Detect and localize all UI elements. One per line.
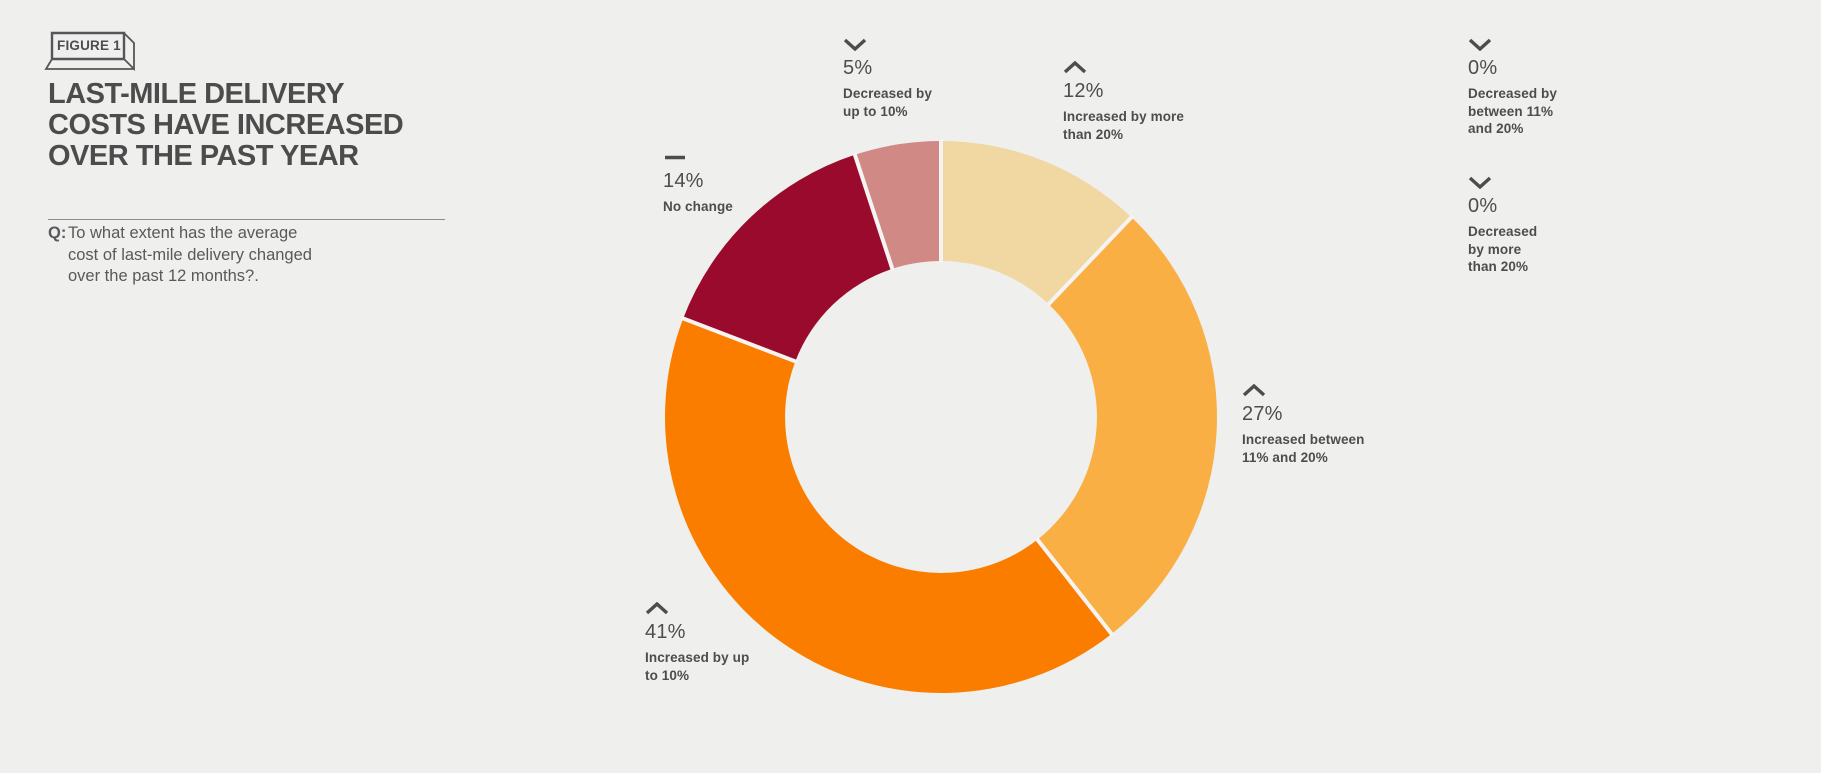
- chevron-up-icon: [1242, 384, 1266, 397]
- callout-decreased-between-11-and-20pct: 0% Decreased by between 11% and 20%: [1468, 38, 1557, 138]
- chevron-down-icon: [1468, 176, 1492, 189]
- donut-chart: [665, 139, 1217, 694]
- callout-desc: Increased by up to 10%: [645, 650, 750, 683]
- callout-value: 0%: [1468, 57, 1498, 79]
- donut-segment-4: [854, 141, 941, 269]
- donut-segment-gap: [1034, 536, 1115, 637]
- chevron-up-icon: [1063, 61, 1087, 74]
- figure-badge-label: FIGURE 1: [57, 38, 121, 53]
- donut-segment-0: [941, 141, 1132, 305]
- callout-decreased-more-than-20pct: 0% Decreased by more than 20%: [1468, 176, 1537, 276]
- dash-icon: [665, 155, 685, 160]
- callout-desc: Decreased by between 11% and 20%: [1468, 86, 1558, 136]
- figure-badge-frame-icon: [44, 31, 135, 72]
- chevron-up-icon: [645, 602, 669, 615]
- question-block: Q: To what extent has the average cost of…: [48, 223, 398, 288]
- title-divider: [48, 219, 445, 220]
- figure-badge: FIGURE 1: [44, 30, 140, 72]
- callout-value: 5%: [843, 57, 873, 79]
- callout-value: 12%: [1063, 80, 1104, 102]
- callout-value: 41%: [645, 621, 686, 643]
- callout-value: 14%: [663, 170, 704, 192]
- donut-segment-1: [1037, 217, 1217, 634]
- donut-segment-gap: [680, 315, 798, 364]
- chevron-down-icon: [1468, 38, 1492, 51]
- chevron-down-icon: [843, 38, 867, 51]
- question-prefix: Q:: [48, 224, 67, 242]
- callout-desc: Decreased by up to 10%: [843, 86, 933, 119]
- donut-segment-gap: [852, 152, 895, 272]
- figure-title: LAST-MILE DELIVERY COSTS HAVE INCREASED …: [48, 78, 404, 172]
- donut-segment-gap: [1045, 214, 1135, 307]
- donut-segment-3: [683, 154, 893, 362]
- callout-value: 0%: [1468, 195, 1498, 217]
- callout-desc: Increased by more than 20%: [1063, 109, 1185, 142]
- callout-desc: Increased between 11% and 20%: [1242, 432, 1365, 465]
- callout-value: 27%: [1242, 403, 1283, 425]
- callout-increased-between-11-and-20pct: 27% Increased between 11% and 20%: [1242, 384, 1365, 466]
- callout-decreased-up-to-10pct: 5% Decreased by up to 10%: [843, 38, 932, 120]
- donut-segment-2: [665, 318, 1112, 694]
- callout-increased-more-than-20pct: 12% Increased by more than 20%: [1063, 61, 1184, 143]
- callout-desc: No change: [663, 199, 733, 214]
- callout-desc: Decreased by more than 20%: [1468, 224, 1538, 274]
- question-text: To what extent has the average cost of l…: [68, 224, 312, 285]
- callout-increased-up-to-10pct: 41% Increased by up to 10%: [645, 602, 749, 684]
- callout-no-change: 14% No change: [663, 151, 733, 216]
